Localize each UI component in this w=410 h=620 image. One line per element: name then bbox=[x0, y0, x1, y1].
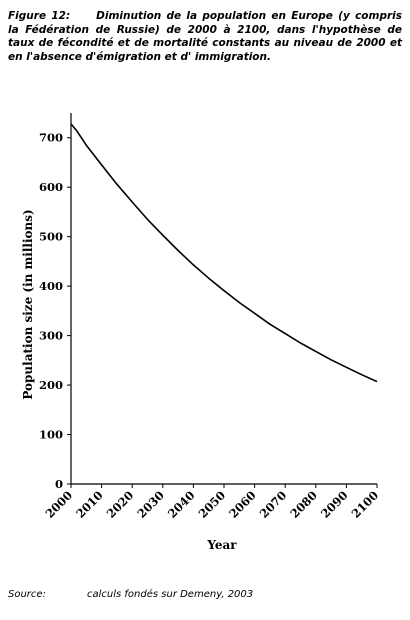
x-tick-label: 2060 bbox=[226, 488, 259, 521]
x-tick-label: 2050 bbox=[196, 488, 229, 521]
x-tick-label: 2070 bbox=[257, 488, 290, 521]
y-tick-label: 100 bbox=[39, 428, 63, 442]
chart-axes bbox=[70, 113, 377, 485]
y-tick-label: 300 bbox=[39, 329, 63, 343]
y-tick-label: 600 bbox=[39, 180, 63, 194]
x-tick-label: 2000 bbox=[43, 488, 76, 521]
figure-label: Figure 12: bbox=[8, 10, 71, 22]
figure-caption: Figure 12: Diminution de la population en… bbox=[8, 10, 402, 64]
y-axis-ticks: 0 100 200 300 400 500 600 700 bbox=[39, 131, 71, 491]
x-tick-label: 2080 bbox=[287, 488, 320, 521]
x-axis-ticks: 2000201020202030204020502060207020802090… bbox=[43, 484, 382, 521]
source-label: Source: bbox=[8, 589, 46, 600]
y-axis-title: Population size (in millions) bbox=[21, 209, 35, 399]
x-tick-label: 2030 bbox=[134, 488, 167, 521]
series-group bbox=[70, 123, 378, 383]
population-series-line bbox=[70, 123, 378, 383]
y-tick-label: 500 bbox=[39, 230, 63, 244]
figure-caption-text: Diminution de la population en Europe (y… bbox=[8, 10, 402, 63]
source-note: Source: calculs fondés sur Demeny, 2003 bbox=[8, 589, 253, 600]
x-tick-label: 2020 bbox=[104, 488, 137, 521]
y-tick-label: 400 bbox=[39, 279, 63, 293]
x-tick-label: 2090 bbox=[318, 488, 351, 521]
source-text: calculs fondés sur Demeny, 2003 bbox=[87, 589, 254, 600]
y-tick-label: 200 bbox=[39, 378, 63, 392]
x-tick-label: 2040 bbox=[165, 488, 198, 521]
y-tick-label: 0 bbox=[55, 477, 63, 491]
x-tick-label: 2100 bbox=[349, 488, 382, 521]
x-axis-title: Year bbox=[206, 538, 237, 552]
y-tick-label: 700 bbox=[39, 131, 63, 145]
x-tick-label: 2010 bbox=[73, 488, 106, 521]
